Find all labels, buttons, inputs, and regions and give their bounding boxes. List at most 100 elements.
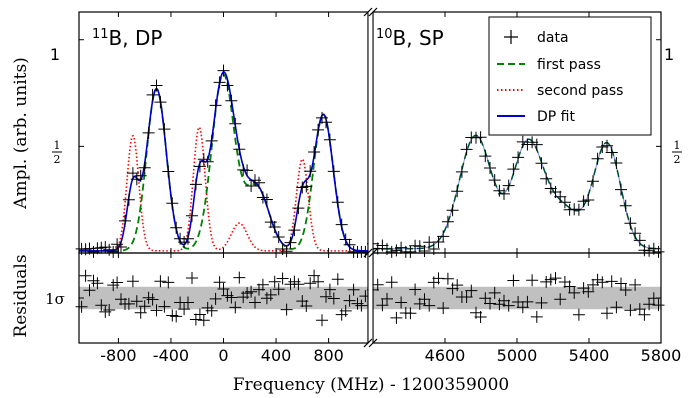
data-point — [115, 241, 127, 253]
data-point — [385, 245, 398, 258]
data-point — [213, 76, 226, 89]
data-point — [209, 99, 222, 112]
residual-point — [256, 278, 269, 291]
residual-point — [331, 273, 344, 286]
data-point — [446, 204, 459, 217]
legend-data-marker — [504, 30, 518, 44]
residual-point — [158, 300, 171, 313]
data-point — [268, 221, 281, 233]
residual-point — [638, 308, 651, 321]
residual-point — [323, 283, 336, 296]
data-point — [272, 231, 285, 243]
residual-point — [83, 284, 96, 297]
residual-point — [437, 302, 450, 315]
axis-gap — [368, 10, 373, 345]
data-point — [327, 165, 340, 178]
residual-point — [292, 278, 305, 291]
sp-curves — [373, 134, 662, 250]
residual-point — [304, 277, 317, 290]
data-point — [186, 209, 198, 222]
data-point — [451, 185, 464, 198]
data-point — [225, 94, 238, 107]
break-mark — [368, 7, 378, 17]
residual-point — [327, 292, 340, 305]
residual-point — [423, 299, 436, 312]
ytick-label-half: 1 2 — [52, 139, 62, 166]
residual-point — [605, 275, 618, 288]
legend-first-pass-label: first pass — [537, 57, 601, 73]
ytick-right-label-half: 1 2 — [672, 139, 682, 166]
data-point — [526, 136, 539, 149]
residual-point — [272, 283, 285, 296]
data-point — [166, 197, 179, 210]
data-point — [437, 230, 450, 243]
data-point — [260, 193, 273, 206]
residual-point — [197, 314, 210, 327]
ylabel-top: Ampl. (arb. units) — [11, 57, 31, 210]
data-point — [488, 174, 501, 187]
residual-point — [355, 299, 368, 312]
residual-point — [205, 304, 218, 317]
residual-point — [385, 276, 398, 289]
residual-point — [75, 300, 88, 313]
data-point — [292, 202, 305, 215]
legend-entry-second-pass: second pass — [497, 83, 623, 99]
panel-label-sp: 10B, SP — [376, 26, 444, 50]
residual-point — [601, 307, 613, 320]
residual-point — [544, 273, 557, 286]
residual-point — [507, 274, 520, 287]
residual-point — [339, 304, 352, 317]
data-point — [512, 151, 525, 164]
residual-point — [376, 299, 389, 312]
residual-point — [162, 276, 175, 289]
panel-label-sp-text: B, SP — [393, 26, 444, 50]
dp-curves — [79, 71, 368, 252]
data-point — [587, 175, 599, 188]
axis-break-marks — [363, 7, 378, 348]
residual-point — [138, 300, 151, 313]
data-point — [107, 245, 120, 258]
data-point — [300, 180, 313, 193]
data-point — [418, 245, 431, 257]
data-point — [150, 79, 163, 92]
residual-point — [233, 271, 246, 284]
residual-point — [245, 285, 258, 298]
data-point — [629, 227, 642, 240]
xtick-label: 800 — [313, 346, 344, 365]
residual-point — [122, 297, 135, 310]
break-mark — [363, 248, 373, 258]
data-point — [205, 134, 218, 147]
sp-first-pass-curve — [373, 134, 662, 250]
data-point — [404, 245, 417, 258]
residual-point — [460, 291, 473, 303]
data-point — [643, 244, 656, 257]
data-point — [474, 131, 487, 144]
residual-point — [526, 274, 539, 287]
data-point — [122, 193, 135, 206]
residual-point — [268, 275, 281, 288]
data-point — [615, 183, 627, 196]
residual-point — [554, 293, 567, 306]
residual-band-right — [373, 286, 661, 310]
residual-point — [549, 272, 562, 285]
panel-label-dp-sup: 11 — [92, 27, 109, 42]
residual-point — [316, 314, 328, 327]
data-point — [217, 64, 230, 77]
residual-point — [154, 275, 167, 288]
data-point — [304, 165, 317, 178]
data-point — [170, 221, 183, 234]
data-point — [479, 150, 492, 163]
residual-point — [249, 296, 261, 309]
residual-point — [413, 297, 426, 310]
data-point — [331, 196, 344, 209]
residual-point — [79, 269, 92, 282]
residual-point — [479, 292, 492, 305]
residual-point — [390, 311, 403, 324]
residual-point — [572, 308, 585, 321]
residual-point — [652, 299, 665, 312]
data-point — [502, 179, 515, 192]
residual-point — [587, 278, 599, 291]
residual-point — [582, 285, 595, 298]
residual-point — [488, 286, 501, 299]
